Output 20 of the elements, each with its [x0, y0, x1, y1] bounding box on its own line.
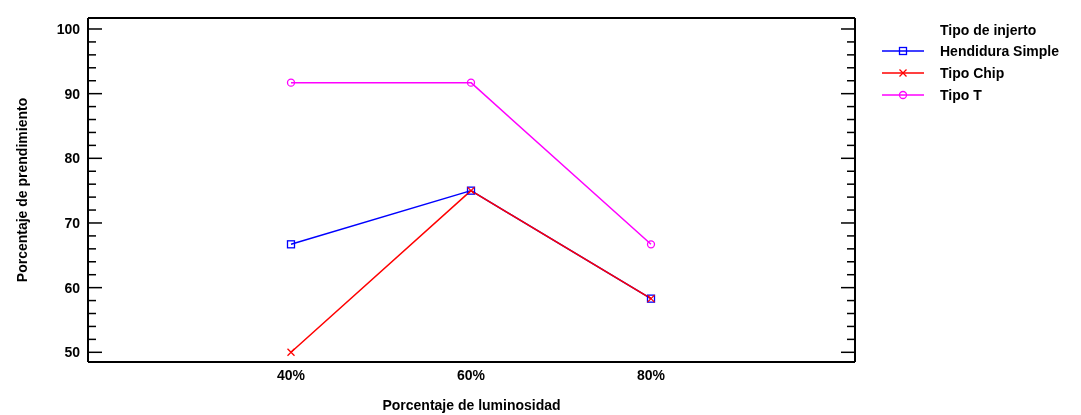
y-tick-label: 60: [64, 279, 81, 296]
legend-label: Tipo T: [940, 87, 982, 103]
y-tick-label: 70: [64, 214, 81, 231]
x-tick-label: 60%: [456, 366, 486, 383]
y-tick-label: 100: [56, 20, 81, 37]
legend-title: Tipo de injerto: [940, 22, 1038, 38]
point: [646, 240, 656, 249]
y-tick-label: 50: [64, 344, 81, 361]
point: [286, 240, 296, 249]
y-tick-label: 90: [64, 85, 81, 102]
x-tick-label: 40%: [276, 366, 306, 383]
legend-label: Hendidura Simple: [940, 43, 1060, 59]
point: [286, 78, 296, 87]
x-axis-title: Porcentaje de luminosidad: [382, 397, 561, 413]
legend-label: Tipo Chip: [940, 65, 1005, 81]
y-tick-label: 80: [64, 150, 81, 167]
x-tick-label: 80%: [636, 366, 666, 383]
point: [466, 78, 476, 87]
y-axis-title: Porcentaje de prendimiento: [13, 97, 30, 283]
point: [286, 348, 296, 357]
